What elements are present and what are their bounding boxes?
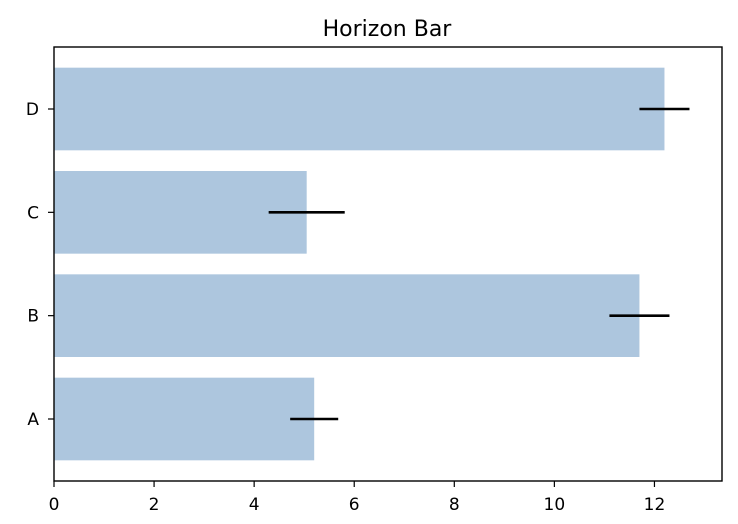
- x-tick-label-4: 4: [249, 495, 260, 515]
- plot-frame: [53, 46, 723, 482]
- y-tick-label-b: B: [27, 307, 39, 327]
- y-axis-ticks: A B C D: [26, 100, 54, 430]
- x-tick-label-8: 8: [449, 495, 460, 515]
- bar-b: [54, 274, 640, 357]
- error-bars-layer: [268, 107, 690, 421]
- y-tick-label-d: D: [26, 100, 39, 120]
- x-tick-label-12: 12: [644, 495, 666, 515]
- bar-a: [54, 377, 315, 461]
- x-axis-ticks: 0 2 4 6 8 10 12: [49, 481, 666, 515]
- y-tick-label-c: C: [27, 203, 39, 223]
- chart-title: Horizon Bar: [323, 17, 453, 42]
- bars-layer: [54, 67, 665, 461]
- x-tick-label-6: 6: [349, 495, 360, 515]
- x-tick-label-2: 2: [149, 495, 160, 515]
- x-tick-label-0: 0: [49, 495, 60, 515]
- bar-d: [54, 67, 665, 151]
- bar-c: [54, 171, 307, 254]
- x-tick-label-10: 10: [544, 495, 566, 515]
- y-tick-label-a: A: [27, 410, 39, 430]
